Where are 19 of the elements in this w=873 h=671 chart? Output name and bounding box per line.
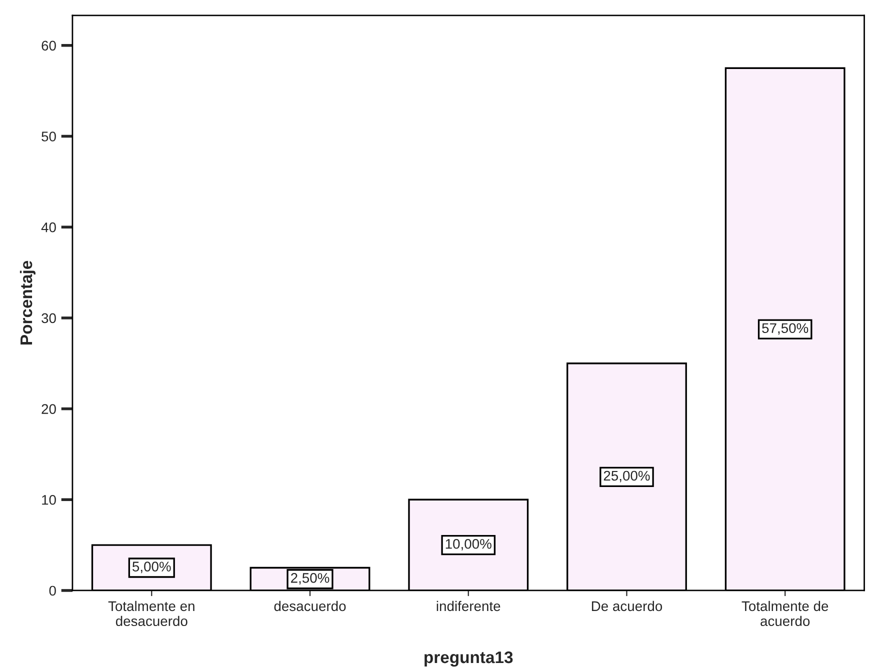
y-tick-label: 40 [41,222,56,232]
x-tick-label: indiferente [436,600,500,612]
data-label: 25,00% [604,470,650,482]
x-axis-title: pregunta13 [424,651,513,667]
x-tick-label: Totalmente de acuerdo [742,600,828,626]
data-label: 57,50% [762,323,808,335]
x-tick-label: Totalmente en desacuerdo [108,600,194,626]
data-label: 5,00% [132,562,171,574]
y-tick-label: 50 [42,132,56,142]
y-axis-title: Porcentaje [20,260,36,344]
y-tick-label: 10 [42,494,56,505]
y-tick-label: 0 [49,586,56,596]
data-label: 10,00% [446,538,492,550]
y-tick-label: 20 [42,404,56,414]
x-tick-label: De acuerdo [592,600,662,612]
y-tick-label: 60 [42,40,56,51]
y-tick-label: 30 [42,313,56,324]
data-label: 2,50% [291,573,330,584]
x-tick-label: desacuerdo [274,600,346,612]
